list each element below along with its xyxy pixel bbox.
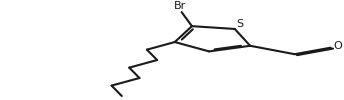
Text: O: O	[333, 41, 342, 51]
Text: Br: Br	[174, 1, 186, 11]
Text: S: S	[236, 19, 244, 29]
